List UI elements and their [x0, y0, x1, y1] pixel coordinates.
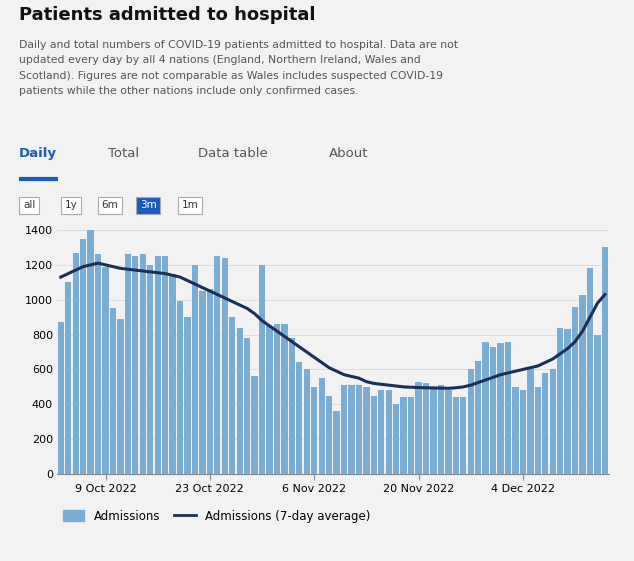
Text: 6m: 6m	[101, 200, 118, 210]
Bar	[341, 385, 347, 474]
Bar	[162, 256, 168, 474]
Bar	[222, 258, 228, 474]
Bar	[259, 265, 265, 474]
Legend: Admissions, Admissions (7-day average): Admissions, Admissions (7-day average)	[63, 509, 370, 523]
Bar	[214, 256, 221, 474]
Bar	[579, 295, 586, 474]
Bar	[460, 397, 467, 474]
Bar	[475, 361, 481, 474]
Bar	[58, 323, 64, 474]
Bar	[252, 376, 258, 474]
Bar	[550, 370, 556, 474]
Bar	[155, 256, 161, 474]
Bar	[348, 385, 354, 474]
Bar	[102, 266, 108, 474]
Bar	[482, 342, 489, 474]
Bar	[177, 301, 183, 474]
Text: 1m: 1m	[182, 200, 198, 210]
Bar	[169, 274, 176, 474]
Bar	[587, 268, 593, 474]
Bar	[385, 390, 392, 474]
Text: 1y: 1y	[65, 200, 77, 210]
Text: Data table: Data table	[198, 148, 268, 160]
Bar	[72, 252, 79, 474]
Bar	[415, 381, 422, 474]
Bar	[236, 328, 243, 474]
Text: Daily and total numbers of COVID-19 patients admitted to hospital. Data are not
: Daily and total numbers of COVID-19 pati…	[19, 40, 458, 96]
Bar	[117, 319, 124, 474]
Bar	[110, 309, 116, 474]
Bar	[408, 397, 414, 474]
Bar	[393, 404, 399, 474]
Bar	[401, 397, 407, 474]
Bar	[87, 227, 94, 474]
Bar	[498, 343, 504, 474]
Bar	[244, 338, 250, 474]
Bar	[572, 307, 578, 474]
Bar	[125, 255, 131, 474]
Bar	[281, 324, 288, 474]
Bar	[207, 289, 213, 474]
Bar	[296, 362, 302, 474]
Bar	[505, 342, 511, 474]
Bar	[192, 265, 198, 474]
Bar	[333, 411, 340, 474]
Bar	[147, 265, 153, 474]
Bar	[65, 282, 72, 474]
Bar	[557, 328, 564, 474]
Bar	[468, 370, 474, 474]
Bar	[199, 291, 205, 474]
Bar	[378, 390, 384, 474]
Bar	[132, 256, 138, 474]
Text: Total: Total	[108, 148, 139, 160]
Bar	[371, 396, 377, 474]
Bar	[453, 397, 459, 474]
Bar	[304, 370, 310, 474]
Bar	[520, 390, 526, 474]
Bar	[490, 347, 496, 474]
Bar	[274, 324, 280, 474]
Bar	[602, 247, 608, 474]
Bar	[430, 387, 437, 474]
Bar	[445, 390, 451, 474]
Bar	[356, 385, 362, 474]
Text: About: About	[329, 148, 368, 160]
Bar	[527, 370, 534, 474]
Bar	[80, 239, 86, 474]
Bar	[184, 317, 191, 474]
Text: 3m: 3m	[140, 200, 157, 210]
Bar	[534, 387, 541, 474]
Text: Daily: Daily	[19, 148, 57, 160]
Bar	[229, 317, 235, 474]
Bar	[266, 326, 273, 474]
Text: Patients admitted to hospital: Patients admitted to hospital	[19, 6, 316, 24]
Bar	[318, 378, 325, 474]
Bar	[423, 383, 429, 474]
Bar	[594, 334, 600, 474]
Bar	[363, 387, 370, 474]
Bar	[542, 373, 548, 474]
Bar	[95, 255, 101, 474]
Bar	[437, 385, 444, 474]
Bar	[326, 396, 332, 474]
Bar	[139, 255, 146, 474]
Bar	[512, 387, 519, 474]
Bar	[311, 387, 318, 474]
Bar	[288, 338, 295, 474]
Bar	[564, 329, 571, 474]
Text: all: all	[23, 200, 36, 210]
